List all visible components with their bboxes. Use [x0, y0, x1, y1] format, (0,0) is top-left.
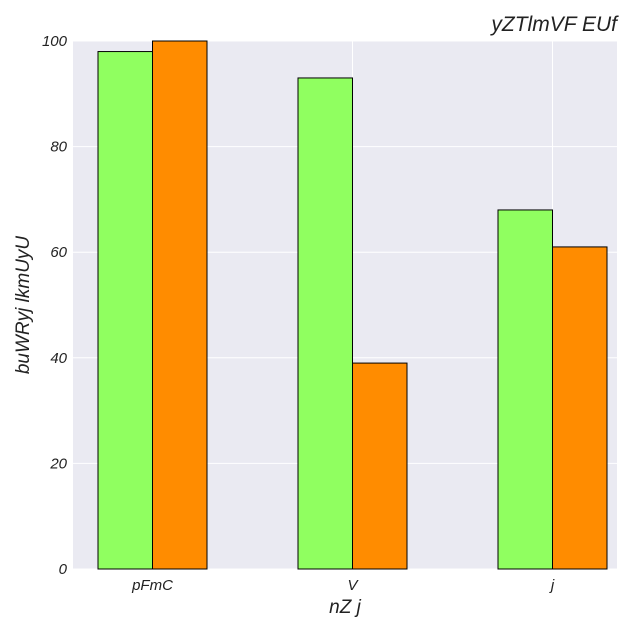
y-tick-label: 40: [50, 350, 67, 367]
y-tick-labels: 0 20 40 60 80 100: [42, 33, 68, 578]
y-tick-label: 0: [59, 561, 68, 578]
bar-V-series-1: [298, 78, 353, 569]
x-tick-label: pFmC: [131, 577, 173, 594]
x-tick-label: V: [347, 577, 359, 594]
bar-pFmC-series-2: [153, 41, 208, 569]
y-tick-label: 100: [42, 33, 68, 50]
bar-j-series-1: [498, 210, 553, 569]
bar-V-series-2: [353, 363, 408, 569]
y-tick-label: 80: [50, 139, 67, 156]
y-tick-label: 20: [49, 455, 67, 472]
bar-j-series-2: [553, 247, 608, 569]
x-axis-label: nZ j: [329, 597, 361, 618]
y-tick-label: 60: [50, 244, 67, 261]
bar-pFmC-series-1: [98, 52, 153, 569]
x-tick-label: j: [549, 577, 555, 594]
y-axis-label: buWRyj lkmUyU: [13, 236, 34, 375]
chart-title: yZTlmVF EUf: [489, 13, 619, 36]
